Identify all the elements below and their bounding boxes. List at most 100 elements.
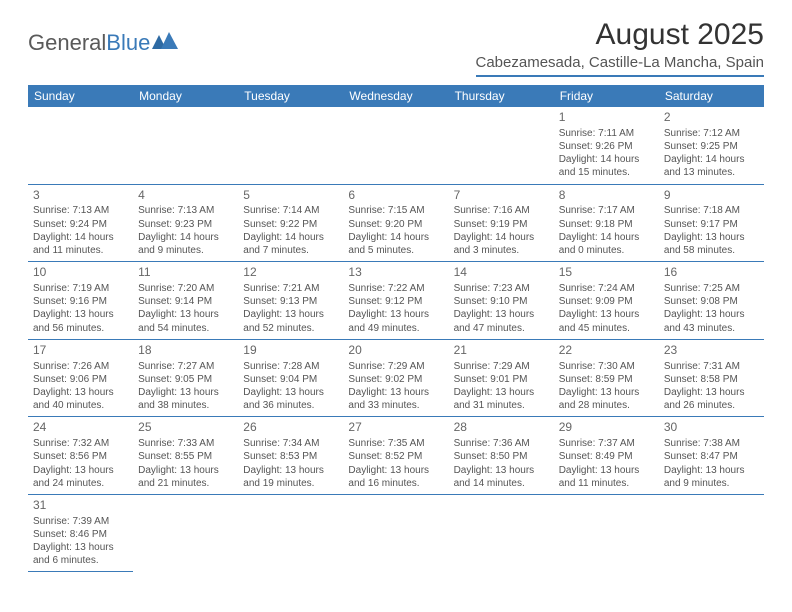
- sunrise-text: Sunrise: 7:23 AM: [454, 282, 549, 295]
- daylight-text-1: Daylight: 13 hours: [33, 308, 128, 321]
- sunset-text: Sunset: 9:26 PM: [559, 140, 654, 153]
- sunset-text: Sunset: 8:59 PM: [559, 373, 654, 386]
- daylight-text-2: and 33 minutes.: [348, 399, 443, 412]
- calendar-day: 19Sunrise: 7:28 AMSunset: 9:04 PMDayligh…: [238, 339, 343, 417]
- daylight-text-2: and 9 minutes.: [138, 244, 233, 257]
- calendar-day: 22Sunrise: 7:30 AMSunset: 8:59 PMDayligh…: [554, 339, 659, 417]
- sunrise-text: Sunrise: 7:18 AM: [664, 204, 759, 217]
- day-number: 2: [664, 110, 759, 126]
- daylight-text-1: Daylight: 13 hours: [559, 386, 654, 399]
- day-number: 21: [454, 343, 549, 359]
- calendar-day-empty: [449, 494, 554, 572]
- sunrise-text: Sunrise: 7:31 AM: [664, 360, 759, 373]
- day-header: Thursday: [449, 85, 554, 107]
- daylight-text-2: and 43 minutes.: [664, 322, 759, 335]
- sunset-text: Sunset: 9:02 PM: [348, 373, 443, 386]
- daylight-text-1: Daylight: 13 hours: [138, 464, 233, 477]
- sunset-text: Sunset: 9:22 PM: [243, 218, 338, 231]
- daylight-text-2: and 0 minutes.: [559, 244, 654, 257]
- day-number: 13: [348, 265, 443, 281]
- calendar-day: 28Sunrise: 7:36 AMSunset: 8:50 PMDayligh…: [449, 417, 554, 495]
- day-number: 9: [664, 188, 759, 204]
- logo-flag-icon: [152, 32, 178, 50]
- day-number: 23: [664, 343, 759, 359]
- sunset-text: Sunset: 8:53 PM: [243, 450, 338, 463]
- calendar-day: 25Sunrise: 7:33 AMSunset: 8:55 PMDayligh…: [133, 417, 238, 495]
- calendar-day: 13Sunrise: 7:22 AMSunset: 9:12 PMDayligh…: [343, 262, 448, 340]
- daylight-text-1: Daylight: 13 hours: [138, 308, 233, 321]
- daylight-text-1: Daylight: 13 hours: [559, 308, 654, 321]
- daylight-text-2: and 16 minutes.: [348, 477, 443, 490]
- sunset-text: Sunset: 9:19 PM: [454, 218, 549, 231]
- calendar-week: 24Sunrise: 7:32 AMSunset: 8:56 PMDayligh…: [28, 417, 764, 495]
- sunrise-text: Sunrise: 7:33 AM: [138, 437, 233, 450]
- calendar-day: 11Sunrise: 7:20 AMSunset: 9:14 PMDayligh…: [133, 262, 238, 340]
- sunrise-text: Sunrise: 7:13 AM: [138, 204, 233, 217]
- day-number: 27: [348, 420, 443, 436]
- sunset-text: Sunset: 9:08 PM: [664, 295, 759, 308]
- day-number: 1: [559, 110, 654, 126]
- sunrise-text: Sunrise: 7:13 AM: [33, 204, 128, 217]
- daylight-text-1: Daylight: 13 hours: [33, 541, 128, 554]
- daylight-text-2: and 58 minutes.: [664, 244, 759, 257]
- day-header: Friday: [554, 85, 659, 107]
- calendar-day: 10Sunrise: 7:19 AMSunset: 9:16 PMDayligh…: [28, 262, 133, 340]
- sunset-text: Sunset: 9:05 PM: [138, 373, 233, 386]
- calendar-day: 18Sunrise: 7:27 AMSunset: 9:05 PMDayligh…: [133, 339, 238, 417]
- daylight-text-1: Daylight: 13 hours: [664, 464, 759, 477]
- daylight-text-2: and 54 minutes.: [138, 322, 233, 335]
- calendar-day: 24Sunrise: 7:32 AMSunset: 8:56 PMDayligh…: [28, 417, 133, 495]
- calendar-week: 31Sunrise: 7:39 AMSunset: 8:46 PMDayligh…: [28, 494, 764, 572]
- sunset-text: Sunset: 9:13 PM: [243, 295, 338, 308]
- calendar-week: 1Sunrise: 7:11 AMSunset: 9:26 PM Daylight…: [28, 107, 764, 184]
- sunset-text: Sunset: 8:52 PM: [348, 450, 443, 463]
- daylight-text-1: Daylight: 14 hours: [33, 231, 128, 244]
- calendar-day-empty: [554, 494, 659, 572]
- daylight-text-2: and 13 minutes.: [664, 166, 759, 179]
- sunset-text: Sunset: 8:55 PM: [138, 450, 233, 463]
- calendar-day: 5Sunrise: 7:14 AMSunset: 9:22 PMDaylight…: [238, 184, 343, 262]
- calendar-day: 30Sunrise: 7:38 AMSunset: 8:47 PMDayligh…: [659, 417, 764, 495]
- sunrise-text: Sunrise: 7:27 AM: [138, 360, 233, 373]
- daylight-text-2: and 21 minutes.: [138, 477, 233, 490]
- daylight-text-1: Daylight: 13 hours: [33, 464, 128, 477]
- day-number: 16: [664, 265, 759, 281]
- day-number: 22: [559, 343, 654, 359]
- sunrise-text: Sunrise: 7:36 AM: [454, 437, 549, 450]
- daylight-text-1: Daylight: 13 hours: [243, 308, 338, 321]
- calendar-day: 27Sunrise: 7:35 AMSunset: 8:52 PMDayligh…: [343, 417, 448, 495]
- calendar-day-empty: [238, 494, 343, 572]
- title-block: August 2025 Cabezamesada, Castille-La Ma…: [476, 18, 765, 77]
- calendar-day: 12Sunrise: 7:21 AMSunset: 9:13 PMDayligh…: [238, 262, 343, 340]
- day-number: 12: [243, 265, 338, 281]
- daylight-text-2: and 14 minutes.: [454, 477, 549, 490]
- daylight-text-1: Daylight: 13 hours: [243, 464, 338, 477]
- calendar-day-empty: [343, 107, 448, 184]
- daylight-text-1: Daylight: 13 hours: [664, 386, 759, 399]
- day-number: 29: [559, 420, 654, 436]
- calendar-week: 3Sunrise: 7:13 AMSunset: 9:24 PMDaylight…: [28, 184, 764, 262]
- calendar-table: SundayMondayTuesdayWednesdayThursdayFrid…: [28, 85, 764, 572]
- daylight-text-2: and 15 minutes.: [559, 166, 654, 179]
- sunset-text: Sunset: 9:20 PM: [348, 218, 443, 231]
- day-number: 25: [138, 420, 233, 436]
- day-header: Tuesday: [238, 85, 343, 107]
- daylight-text-1: Daylight: 14 hours: [664, 153, 759, 166]
- day-number: 24: [33, 420, 128, 436]
- calendar-day-empty: [238, 107, 343, 184]
- calendar-day: 8Sunrise: 7:17 AMSunset: 9:18 PMDaylight…: [554, 184, 659, 262]
- daylight-text-1: Daylight: 14 hours: [454, 231, 549, 244]
- day-number: 15: [559, 265, 654, 281]
- daylight-text-2: and 47 minutes.: [454, 322, 549, 335]
- calendar-day-empty: [133, 107, 238, 184]
- day-number: 20: [348, 343, 443, 359]
- calendar-day-empty: [28, 107, 133, 184]
- sunrise-text: Sunrise: 7:11 AM: [559, 127, 654, 140]
- calendar-header-row: SundayMondayTuesdayWednesdayThursdayFrid…: [28, 85, 764, 107]
- sunrise-text: Sunrise: 7:28 AM: [243, 360, 338, 373]
- sunset-text: Sunset: 9:04 PM: [243, 373, 338, 386]
- daylight-text-2: and 28 minutes.: [559, 399, 654, 412]
- sunrise-text: Sunrise: 7:26 AM: [33, 360, 128, 373]
- day-number: 30: [664, 420, 759, 436]
- sunrise-text: Sunrise: 7:15 AM: [348, 204, 443, 217]
